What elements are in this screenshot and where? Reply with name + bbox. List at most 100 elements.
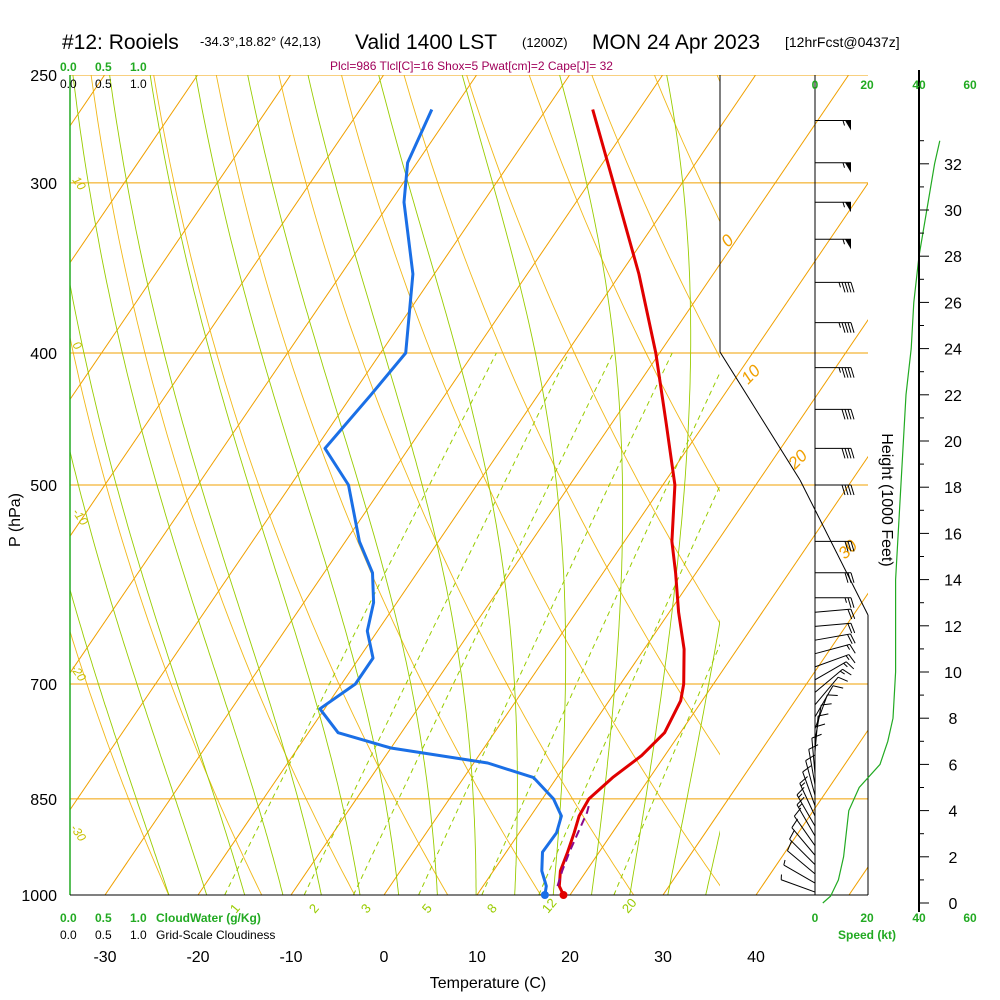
mixing-ratio-label-12: 12 [539, 895, 560, 916]
temperature-curve [557, 109, 686, 895]
isotherm-50 [849, 75, 1000, 895]
dry-adiabat-300 [278, 75, 635, 895]
cloud-scale-black-0: 0.0 [60, 77, 77, 91]
moist-adiabat-20 [461, 75, 567, 895]
height-tick-label-18: 18 [944, 480, 962, 497]
y-axis-title: P (hPa) [7, 493, 24, 547]
moist-adiabat--12 [70, 282, 246, 895]
moist-adiabat-24 [559, 75, 624, 895]
isotherm--70 [70, 75, 292, 401]
pressure-axis: 250 300 400 500 700 850 1000 [21, 68, 57, 905]
height-tick-label-14: 14 [944, 573, 962, 590]
forecast-date: MON 24 Apr 2023 [592, 31, 760, 54]
wind-barb-2 [786, 840, 816, 875]
wind-barb-36 [815, 201, 851, 213]
mixing-ratio-label-5: 5 [419, 901, 435, 916]
temp-tick--20: -20 [186, 949, 209, 966]
wind-barb-27 [815, 572, 855, 583]
dry-adiabat-390 [830, 51, 1000, 924]
dry-adiabat-310 [341, 75, 720, 887]
valid-time: Valid 1400 LST [355, 31, 497, 54]
isotherm-10 [476, 536, 720, 895]
height-tick-label-22: 22 [944, 388, 962, 405]
pressure-tick-700: 700 [30, 677, 57, 694]
mixing-ratio-label-2: 2 [306, 901, 322, 916]
wind-barb-17 [814, 685, 844, 718]
height-tick-label-30: 30 [944, 203, 962, 220]
cloud-scale-green-1: 0.5 [95, 60, 112, 74]
wind-barb-22 [814, 643, 856, 655]
cloud-water-label: CloudWater (g/Kg) [156, 911, 261, 925]
height-tick-label-24: 24 [944, 342, 962, 359]
surface-temperature-marker [559, 891, 568, 899]
cloud-scale-black-2: 1.0 [130, 77, 147, 91]
reference-lines [0, 51, 1000, 924]
wind-barb-20 [814, 661, 855, 681]
wind-barb-28 [815, 540, 855, 552]
station-coords: -34.3°,18.82° (42,13) [200, 34, 321, 49]
cloud-scale-black-1: 0.5 [95, 77, 112, 91]
pressure-tick-250: 250 [30, 68, 57, 85]
temp-tick--10: -10 [279, 949, 302, 966]
isotherm-ext-40 [755, 729, 868, 895]
isotherm--20 [197, 126, 720, 895]
isotherm--100 [0, 75, 12, 895]
speed-bottom-0: 0 [812, 911, 819, 925]
dry-adiabat-330 [466, 75, 720, 625]
speed-top-60: 60 [963, 78, 977, 92]
wind-barb-29 [815, 484, 855, 496]
moist-adiabat-0 [149, 75, 361, 895]
isotherm-label-1: 0 [70, 339, 85, 353]
cloudiness-0: 0.0 [60, 928, 77, 942]
moist-adiabat-16 [378, 75, 518, 895]
dry-adiabat-320 [403, 75, 720, 756]
temp-tick-40: 40 [747, 949, 765, 966]
dewpoint-curve [318, 108, 563, 895]
isotherm-0 [383, 399, 720, 895]
wind-barb-35 [815, 238, 851, 250]
isotherm-ext-30 [720, 592, 868, 813]
mixing-ratio-label-8: 8 [484, 901, 500, 916]
isotherm-label-0: 10 [70, 174, 89, 193]
height-tick-label-0: 0 [949, 896, 958, 913]
temp-tick-30: 30 [654, 949, 672, 966]
wind-barb-1 [783, 859, 816, 884]
wind-speed-line [822, 140, 941, 904]
dry-adiabat-340 [528, 75, 720, 493]
wind-barb-15 [814, 703, 832, 741]
pressure-tick-400: 400 [30, 346, 57, 363]
cloud-scale-top: 0.0 0.5 1.0 0.0 0.5 1.0 [60, 60, 147, 91]
isotherm-label-7: 20 [784, 446, 812, 474]
mixing-ratio-20 [613, 643, 720, 895]
speed-scale-top: 0 20 40 60 [812, 78, 977, 92]
pressure-tick-500: 500 [30, 478, 57, 495]
wind-barb-21 [814, 654, 856, 668]
mixing-ratio-1 [224, 352, 497, 895]
wind-barb-26 [815, 597, 855, 608]
mixing-ratio-12 [538, 484, 720, 895]
height-axis-title: Height (1000 Feet) [878, 433, 895, 566]
temp-tick-20: 20 [561, 949, 579, 966]
dry-adiabat-280 [153, 75, 449, 895]
moist-adiabat-36 [705, 829, 720, 895]
moist-adiabat-12 [307, 75, 477, 895]
isotherm-label-6: 10 [737, 361, 764, 388]
moist-adiabat--8 [72, 75, 284, 895]
wind-barb-38 [815, 120, 851, 131]
height-tick-label-28: 28 [944, 249, 962, 266]
isotherm--50 [70, 75, 478, 674]
mixing-ratio-5 [418, 352, 673, 895]
isotherm--60 [70, 75, 385, 538]
isotherm-ext--10 [720, 75, 850, 266]
wind-barb-32 [815, 367, 855, 378]
wind-barb-0 [780, 874, 816, 893]
moist-adiabat-4 [195, 75, 400, 895]
moist-adiabat-32 [667, 618, 720, 895]
speed-axis-label: Speed (kt) [838, 928, 896, 942]
isotherm--10 [290, 263, 720, 895]
wind-barb-23 [814, 633, 856, 645]
cloud-scale-green-0: 0.0 [60, 60, 77, 74]
mixing-ratio-2 [303, 352, 570, 895]
